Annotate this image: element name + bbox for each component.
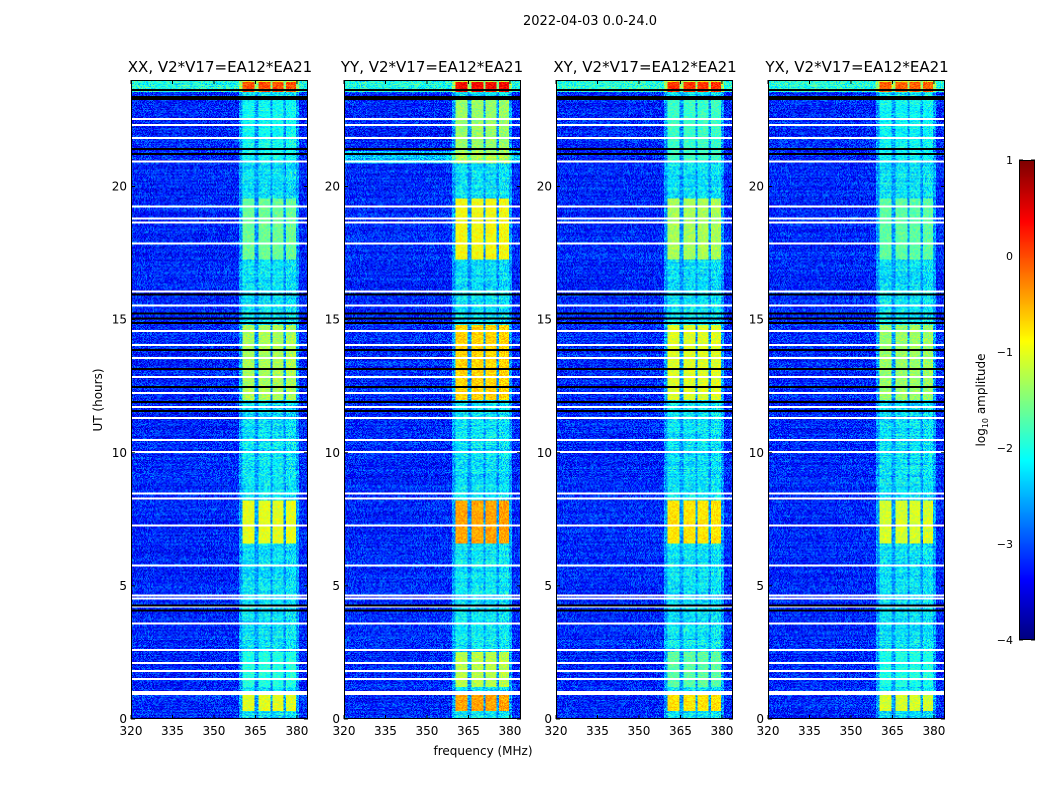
y-tick-label: 10 xyxy=(325,446,340,460)
colorbar-tick-label: −2 xyxy=(997,442,1013,455)
x-tick-label: 365 xyxy=(881,724,904,738)
x-tick-label: 320 xyxy=(757,724,780,738)
x-tick-label: 335 xyxy=(161,724,184,738)
colorbar-tick-label: 1 xyxy=(1006,154,1013,167)
x-tick-label: 350 xyxy=(628,724,651,738)
x-tick-label: 335 xyxy=(374,724,397,738)
x-tick-label: 350 xyxy=(416,724,439,738)
colorbar xyxy=(1019,160,1035,640)
colorbar-label-log: log xyxy=(973,428,988,447)
spectrogram-yy xyxy=(344,80,521,719)
y-tick-label: 0 xyxy=(544,712,552,726)
y-tick-label: 5 xyxy=(544,579,552,593)
y-tick-label: 5 xyxy=(756,579,764,593)
y-tick-label: 0 xyxy=(756,712,764,726)
x-tick-label: 380 xyxy=(710,724,733,738)
y-tick-label: 20 xyxy=(325,180,340,194)
figure-title: 2022-04-03 0.0-24.0 xyxy=(523,14,657,29)
x-tick-label: 335 xyxy=(798,724,821,738)
colorbar-label-sub: 10 xyxy=(981,417,991,429)
x-tick-label: 365 xyxy=(457,724,480,738)
x-tick-label: 380 xyxy=(498,724,521,738)
x-tick-label: 320 xyxy=(120,724,143,738)
colorbar-tick-label: −1 xyxy=(997,346,1013,359)
colorbar-tick-label: 0 xyxy=(1006,250,1013,263)
panel-title-xx: XX, V2*V17=EA12*EA21 xyxy=(127,58,313,76)
x-axis-label: frequency (MHz) xyxy=(433,744,533,758)
panel-title-xy: XY, V2*V17=EA12*EA21 xyxy=(553,58,737,76)
spectrogram-yx xyxy=(768,80,945,719)
x-tick-label: 365 xyxy=(669,724,692,738)
x-tick-label: 380 xyxy=(922,724,945,738)
y-tick-label: 20 xyxy=(112,180,127,194)
y-axis-label: UT (hours) xyxy=(91,368,105,432)
x-tick-label: 350 xyxy=(840,724,863,738)
y-tick-label: 0 xyxy=(119,712,127,726)
y-tick-label: 10 xyxy=(537,446,552,460)
x-tick-label: 320 xyxy=(333,724,356,738)
colorbar-tick-label: −4 xyxy=(997,634,1013,647)
spectrogram-xx xyxy=(131,80,308,719)
y-tick-label: 15 xyxy=(749,313,764,327)
spectrogram-xy xyxy=(556,80,733,719)
colorbar-label: log10 amplitude xyxy=(974,354,990,447)
y-tick-label: 20 xyxy=(537,180,552,194)
x-tick-label: 380 xyxy=(285,724,308,738)
x-tick-label: 320 xyxy=(545,724,568,738)
y-tick-label: 0 xyxy=(332,712,340,726)
colorbar-label-rest: amplitude xyxy=(973,353,988,418)
y-tick-label: 5 xyxy=(119,579,127,593)
y-tick-label: 15 xyxy=(112,313,127,327)
x-tick-label: 365 xyxy=(244,724,267,738)
y-tick-label: 5 xyxy=(332,579,340,593)
y-tick-label: 10 xyxy=(749,446,764,460)
x-tick-label: 335 xyxy=(586,724,609,738)
panel-title-yy: YY, V2*V17=EA12*EA21 xyxy=(340,58,524,76)
y-tick-label: 20 xyxy=(749,180,764,194)
panel-title-yx: YX, V2*V17=EA12*EA21 xyxy=(765,58,949,76)
y-tick-label: 15 xyxy=(325,313,340,327)
y-tick-label: 15 xyxy=(537,313,552,327)
y-tick-label: 10 xyxy=(112,446,127,460)
x-tick-label: 350 xyxy=(203,724,226,738)
colorbar-tick-label: −3 xyxy=(997,538,1013,551)
